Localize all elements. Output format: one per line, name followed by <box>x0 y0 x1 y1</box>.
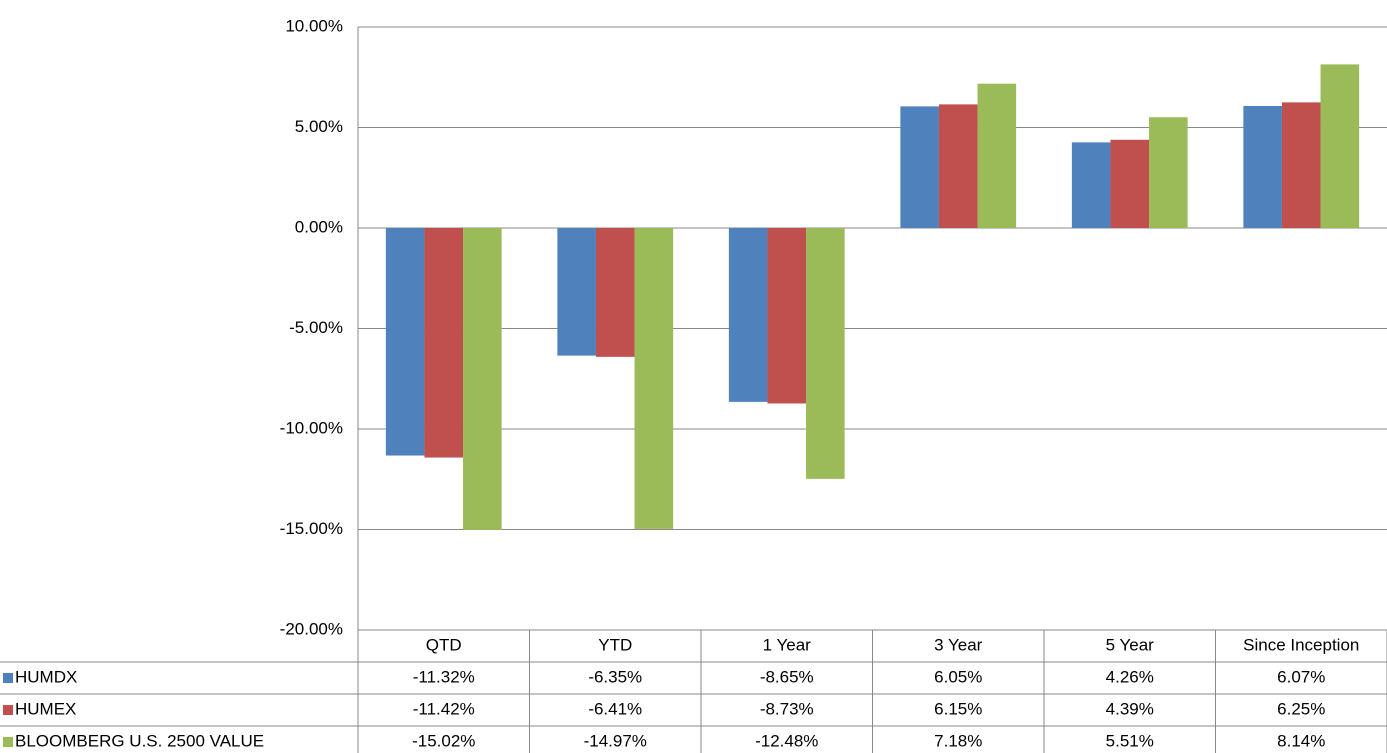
bar <box>634 228 674 529</box>
bar <box>1281 102 1321 228</box>
bar <box>806 228 845 479</box>
table-cell: 6.15% <box>934 699 982 718</box>
table-cell: 5.51% <box>1106 731 1154 750</box>
legend-swatch <box>3 673 13 683</box>
x-tick-label: YTD <box>598 635 632 654</box>
legend-swatch <box>3 737 13 747</box>
table-cell: -8.73% <box>760 699 814 718</box>
x-tick-label: QTD <box>426 635 462 654</box>
table-cell: -12.48% <box>755 731 818 750</box>
x-tick-label: Since Inception <box>1243 635 1359 654</box>
table-cell: 8.14% <box>1277 731 1325 750</box>
bar <box>767 228 807 404</box>
legend-label: HUMDX <box>15 667 77 686</box>
bar <box>1110 139 1150 228</box>
table-cell: 4.39% <box>1106 699 1154 718</box>
table-cell: -15.02% <box>412 731 475 750</box>
table-cell: -14.97% <box>584 731 647 750</box>
table-cell: -11.32% <box>413 667 475 686</box>
bar <box>900 106 939 228</box>
bar <box>938 104 978 228</box>
y-tick-label: -15.00% <box>280 519 343 538</box>
bar <box>1149 117 1188 228</box>
bar <box>1320 64 1360 228</box>
table-cell: 6.07% <box>1277 667 1325 686</box>
legend-label: BLOOMBERG U.S. 2500 VALUE <box>15 731 264 750</box>
x-tick-label: 3 Year <box>934 635 983 654</box>
table-cell: -6.41% <box>588 699 642 718</box>
bar <box>385 228 425 456</box>
y-tick-label: 0.00% <box>295 217 343 236</box>
y-tick-label: 10.00% <box>285 16 343 35</box>
y-tick-label: -10.00% <box>280 418 343 437</box>
x-tick-label: 5 Year <box>1106 635 1155 654</box>
table-cell: -11.42% <box>413 699 475 718</box>
bar <box>463 228 502 530</box>
y-tick-label: 5.00% <box>295 117 343 136</box>
bar <box>1071 142 1111 228</box>
x-tick-label: 1 Year <box>763 635 812 654</box>
bar <box>595 228 635 357</box>
table-cell: 4.26% <box>1106 667 1154 686</box>
legend-swatch <box>3 705 13 715</box>
table-cell: 6.05% <box>934 667 982 686</box>
bar <box>557 228 596 356</box>
table-cell: 6.25% <box>1277 699 1325 718</box>
bar <box>977 83 1017 228</box>
legend-label: HUMEX <box>15 699 76 718</box>
y-tick-label: -20.00% <box>280 619 343 638</box>
bar <box>728 228 768 402</box>
bar <box>1243 105 1282 228</box>
table-cell: -6.35% <box>588 667 642 686</box>
table-cell: 7.18% <box>934 731 982 750</box>
y-tick-label: -5.00% <box>289 318 343 337</box>
bar <box>424 228 464 458</box>
table-cell: -8.65% <box>760 667 814 686</box>
